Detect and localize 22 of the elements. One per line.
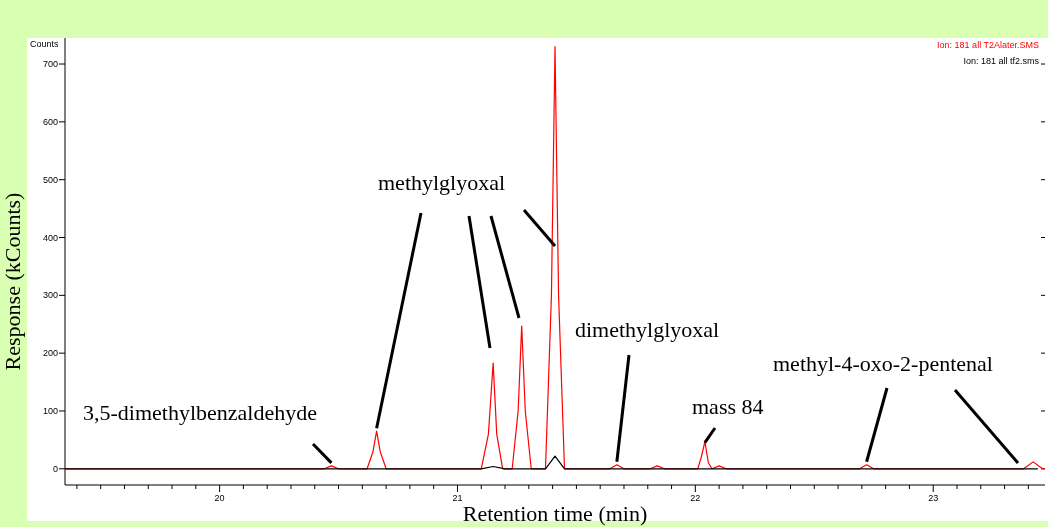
y-tick-label: 400 <box>42 232 58 243</box>
x-tick-label: 21 <box>452 493 463 503</box>
annotation: methyl-4-oxo-2-pentenal <box>773 351 993 376</box>
y-tick-label: 600 <box>42 117 58 127</box>
y-tick-label: 100 <box>42 406 58 417</box>
y-tick-label: 0 <box>52 463 58 474</box>
y-tick-label: 500 <box>42 174 58 185</box>
annotation: 3,5-dimethylbenzaldehyde <box>83 400 317 425</box>
text: Counts <box>30 39 60 49</box>
y-axis-title: Response (kCounts) <box>0 192 25 371</box>
y-tick-label: 300 <box>42 290 58 301</box>
annotation: methylglyoxal <box>378 170 506 195</box>
text: Ion: 181 all T2Alater.SMS <box>937 40 1039 50</box>
x-axis-title: Retention time (min) <box>462 501 648 526</box>
y-tick-label: 200 <box>42 348 58 359</box>
x-tick-label: 22 <box>690 493 701 503</box>
y-tick-label: 700 <box>42 59 58 70</box>
x-tick-label: 23 <box>928 493 939 503</box>
x-tick-label: 20 <box>214 493 225 503</box>
legend-label: Ion: 181 all tf2.sms <box>963 56 1040 66</box>
annotation: dimethylglyoxal <box>575 317 720 342</box>
annotation: mass 84 <box>692 394 764 419</box>
